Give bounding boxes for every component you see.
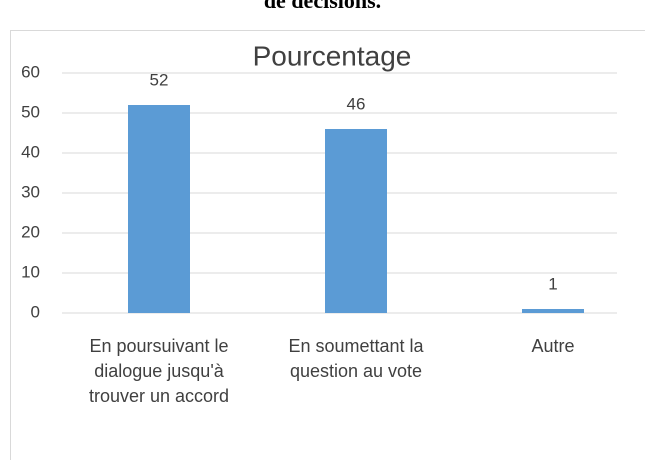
- bar: [522, 309, 584, 313]
- y-tick-label: 50: [21, 102, 40, 121]
- x-tick-label: Autre: [531, 336, 575, 356]
- y-tick-label: 10: [21, 262, 40, 281]
- y-tick-label: 30: [21, 182, 40, 201]
- x-tick-label: En soumettant la question au vote: [288, 336, 424, 381]
- value-label: 46: [347, 94, 366, 113]
- bar: [325, 129, 387, 313]
- y-tick-label: 60: [21, 62, 40, 81]
- value-label: 52: [150, 70, 169, 89]
- bar: [128, 105, 190, 313]
- chart-border: [10, 30, 645, 460]
- chart-title: Pourcentage: [253, 40, 412, 71]
- x-tick-label: En poursuivant le dialogue jusqu'à trouv…: [88, 336, 230, 406]
- value-label: 1: [548, 274, 557, 293]
- heading-fragment: de décisions.: [263, 0, 382, 13]
- y-tick-label: 40: [21, 142, 40, 161]
- y-tick-label: 0: [31, 302, 40, 321]
- y-tick-label: 20: [21, 222, 40, 241]
